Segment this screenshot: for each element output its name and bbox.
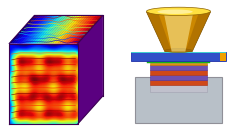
Polygon shape	[150, 75, 207, 80]
Polygon shape	[18, 15, 46, 43]
Polygon shape	[135, 77, 222, 123]
Polygon shape	[34, 15, 62, 43]
Polygon shape	[147, 12, 172, 52]
Polygon shape	[62, 15, 89, 43]
Polygon shape	[9, 15, 37, 43]
Polygon shape	[23, 15, 50, 43]
Polygon shape	[39, 15, 66, 43]
Polygon shape	[71, 15, 98, 43]
Polygon shape	[130, 52, 227, 53]
Polygon shape	[21, 15, 48, 43]
Polygon shape	[69, 15, 96, 43]
Polygon shape	[75, 15, 103, 43]
Polygon shape	[48, 15, 75, 43]
Polygon shape	[25, 15, 53, 43]
Polygon shape	[9, 43, 78, 124]
Polygon shape	[50, 15, 78, 43]
Polygon shape	[150, 65, 207, 70]
Polygon shape	[150, 63, 207, 65]
Polygon shape	[37, 15, 64, 43]
Polygon shape	[28, 15, 55, 43]
Polygon shape	[130, 52, 227, 61]
Polygon shape	[78, 15, 103, 124]
Polygon shape	[150, 70, 207, 75]
Polygon shape	[57, 15, 85, 43]
Polygon shape	[147, 12, 210, 52]
Polygon shape	[147, 61, 210, 63]
Polygon shape	[66, 15, 94, 43]
Ellipse shape	[158, 9, 193, 14]
Polygon shape	[220, 52, 227, 61]
Polygon shape	[150, 80, 207, 85]
Ellipse shape	[147, 7, 210, 15]
Polygon shape	[185, 12, 210, 52]
Polygon shape	[41, 15, 69, 43]
Polygon shape	[16, 15, 44, 43]
Polygon shape	[73, 15, 101, 43]
Polygon shape	[44, 15, 71, 43]
Polygon shape	[53, 15, 80, 43]
Polygon shape	[55, 15, 82, 43]
Polygon shape	[11, 15, 39, 43]
Polygon shape	[9, 15, 103, 43]
Polygon shape	[30, 15, 57, 43]
Polygon shape	[32, 15, 60, 43]
Polygon shape	[60, 15, 87, 43]
Polygon shape	[46, 15, 73, 43]
Polygon shape	[9, 43, 78, 124]
Polygon shape	[14, 15, 41, 43]
Polygon shape	[164, 12, 193, 52]
Ellipse shape	[165, 49, 192, 52]
Polygon shape	[64, 15, 91, 43]
Polygon shape	[150, 85, 207, 92]
